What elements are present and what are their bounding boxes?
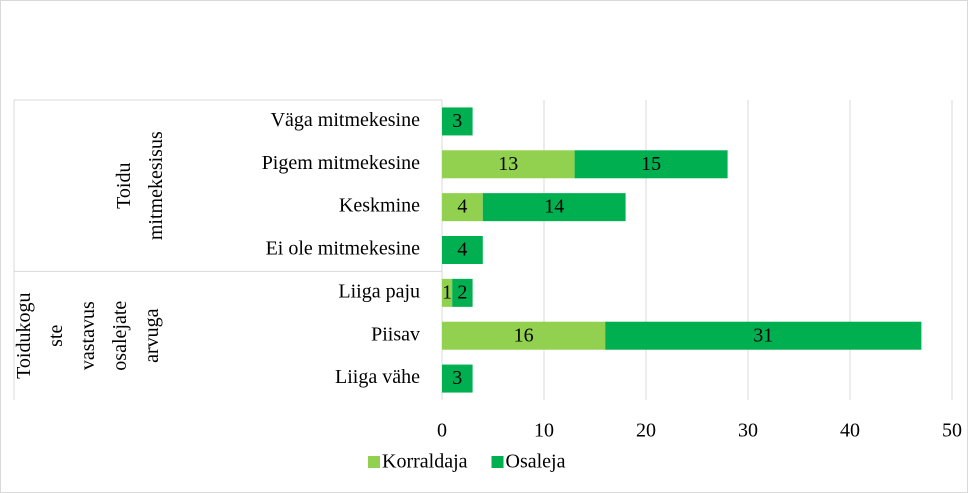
bar-segment	[442, 150, 575, 179]
x-tick-label: 10	[534, 420, 554, 442]
group-label: Toidukogu ste vastavus osalejate arvuga	[13, 293, 163, 379]
x-tick-label: 0	[437, 420, 447, 442]
x-tick-label: 30	[738, 420, 758, 442]
legend-label: Osaleja	[506, 451, 566, 473]
group-label: Toidu mitmekesisus	[113, 131, 167, 240]
y-tick-label: Keskmine	[339, 195, 420, 217]
data-label: 2	[457, 281, 467, 303]
data-label: 4	[457, 196, 467, 218]
x-tick-label: 20	[636, 420, 656, 442]
y-tick-label: Liiga paju	[338, 280, 420, 302]
data-label: 3	[452, 367, 462, 389]
legend-swatch	[368, 456, 380, 468]
y-tick-label: Piisav	[371, 323, 420, 345]
y-tick-label: Väga mitmekesine	[271, 109, 421, 131]
x-tick-label: 40	[840, 420, 860, 442]
bar-segment	[442, 321, 606, 350]
data-label: 13	[498, 153, 518, 175]
data-label: 15	[641, 153, 661, 175]
y-tick-label: Liiga vähe	[335, 366, 420, 388]
bar-segment	[442, 364, 473, 393]
bar-segment	[442, 107, 473, 136]
data-label: 31	[753, 324, 773, 346]
data-label: 16	[514, 324, 534, 346]
data-label: 1	[442, 281, 452, 303]
legend-swatch	[491, 456, 504, 468]
data-label: 4	[457, 239, 467, 261]
y-tick-label: Pigem mitmekesine	[262, 152, 420, 174]
x-tick-label: 50	[942, 420, 962, 442]
y-tick-label: Ei ole mitmekesine	[266, 238, 421, 260]
data-label: 14	[544, 196, 564, 218]
legend-label: Korraldaja	[382, 451, 468, 473]
bar-segment	[482, 193, 626, 222]
bar-segment	[442, 278, 453, 307]
data-label: 3	[452, 110, 462, 132]
bar-segment	[605, 321, 922, 350]
bar-segment	[442, 236, 483, 264]
bar-segment	[574, 150, 728, 179]
bar-segment	[452, 278, 473, 307]
bar-segment	[442, 193, 483, 222]
